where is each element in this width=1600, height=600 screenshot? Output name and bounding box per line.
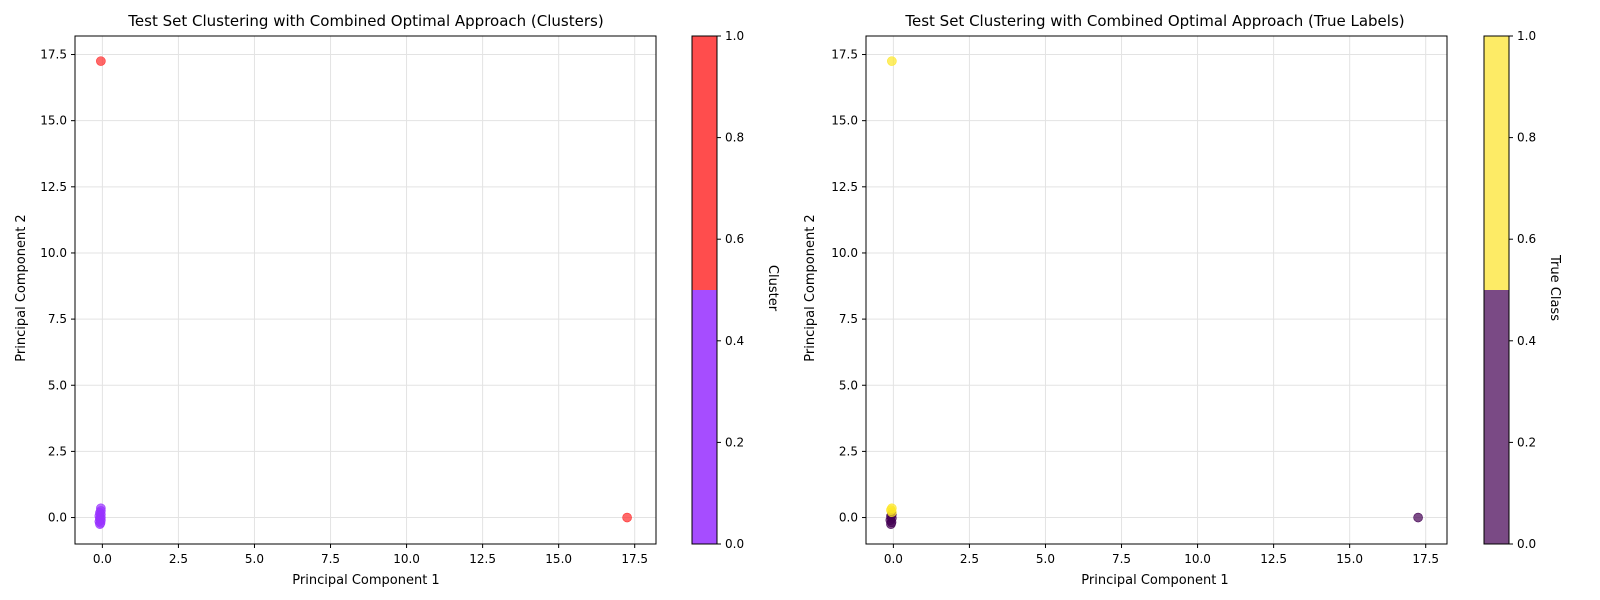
y-tick-label: 12.5: [831, 180, 858, 194]
colorbar-segment: [1484, 290, 1509, 544]
colorbar-tick-label: 1.0: [1517, 29, 1536, 43]
x-tick-label: 0.0: [884, 552, 903, 566]
y-axis-label: Principal Component 2: [14, 214, 29, 361]
scatter-point: [96, 56, 106, 66]
true-labels-panel: Test Set Clustering with Combined Optima…: [803, 12, 1562, 588]
colorbar-segment: [692, 36, 717, 290]
y-tick-label: 7.5: [48, 312, 67, 326]
scatter-point: [887, 56, 897, 66]
x-tick-label: 5.0: [1036, 552, 1055, 566]
x-tick-label: 2.5: [169, 552, 188, 566]
colorbar-segment: [1484, 36, 1509, 290]
y-tick-label: 15.0: [831, 114, 858, 128]
y-tick-label: 0.0: [48, 511, 67, 525]
x-tick-label: 12.5: [1260, 552, 1287, 566]
colorbar-tick-label: 0.0: [725, 537, 744, 551]
plot-frame: [865, 35, 1448, 545]
x-tick-label: 10.0: [393, 552, 420, 566]
x-tick-label: 7.5: [1112, 552, 1131, 566]
y-tick-label: 12.5: [40, 180, 67, 194]
scatter-point: [887, 507, 897, 518]
colorbar-frame: [691, 35, 718, 545]
x-tick-label: 15.0: [1336, 552, 1363, 566]
colorbar-segment: [692, 290, 717, 544]
colorbar-frame: [1483, 35, 1510, 545]
scatter-point: [622, 512, 632, 523]
colorbar-tick-label: 0.0: [1517, 537, 1536, 551]
colorbar-tick-label: 0.8: [1517, 131, 1536, 145]
colorbar-tick-label: 0.6: [725, 232, 744, 246]
colorbar-tick-label: 1.0: [725, 29, 744, 43]
colorbar-tick-label: 0.4: [1517, 334, 1536, 348]
x-tick-label: 17.5: [1412, 552, 1439, 566]
x-tick-label: 7.5: [321, 552, 340, 566]
colorbar-label: True Class: [1547, 254, 1562, 321]
scatter-point: [1413, 512, 1423, 523]
x-tick-label: 5.0: [245, 552, 264, 566]
scatter-point: [95, 519, 105, 529]
plot-frame: [74, 35, 657, 545]
y-tick-label: 15.0: [40, 114, 67, 128]
x-tick-label: 17.5: [621, 552, 648, 566]
chart-title: Test Set Clustering with Combined Optima…: [904, 12, 1404, 30]
y-axis-label: Principal Component 2: [803, 214, 818, 361]
x-axis-label: Principal Component 1: [1081, 573, 1228, 588]
y-tick-label: 10.0: [831, 246, 858, 260]
y-tick-label: 17.5: [40, 48, 67, 62]
colorbar-tick-label: 0.2: [1517, 435, 1536, 449]
y-tick-label: 10.0: [40, 246, 67, 260]
y-tick-label: 7.5: [839, 312, 858, 326]
x-tick-label: 12.5: [469, 552, 496, 566]
y-tick-label: 17.5: [831, 48, 858, 62]
colorbar-tick-label: 0.6: [1517, 232, 1536, 246]
y-tick-label: 5.0: [48, 378, 67, 392]
y-tick-label: 5.0: [839, 378, 858, 392]
x-tick-label: 10.0: [1184, 552, 1211, 566]
scatter-point: [886, 519, 896, 529]
colorbar-tick-label: 0.2: [725, 435, 744, 449]
chart-title: Test Set Clustering with Combined Optima…: [127, 12, 603, 30]
colorbar-tick-label: 0.4: [725, 334, 744, 348]
x-tick-label: 0.0: [93, 552, 112, 566]
y-tick-label: 2.5: [48, 444, 67, 458]
clusters-panel: Test Set Clustering with Combined Optima…: [14, 12, 780, 588]
colorbar-label: Cluster: [765, 265, 780, 312]
x-tick-label: 15.0: [545, 552, 572, 566]
colorbar-tick-label: 0.8: [725, 131, 744, 145]
y-tick-label: 0.0: [839, 511, 858, 525]
x-tick-label: 2.5: [960, 552, 979, 566]
x-axis-label: Principal Component 1: [292, 573, 439, 588]
y-tick-label: 2.5: [839, 444, 858, 458]
